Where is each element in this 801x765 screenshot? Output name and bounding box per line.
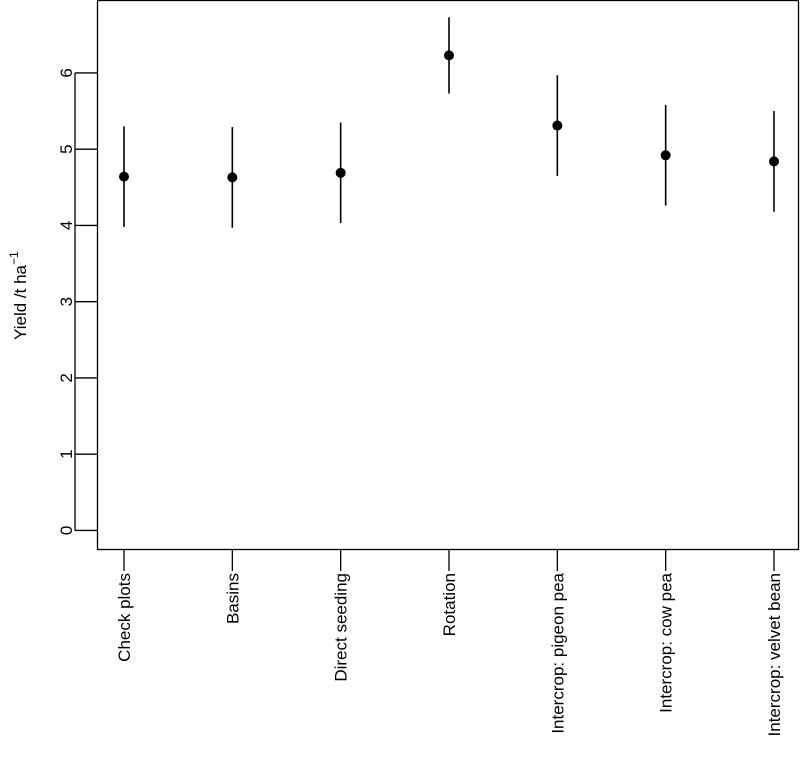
data-point	[552, 120, 563, 131]
data-point	[227, 172, 238, 183]
x-tick-label: Check plots	[115, 573, 134, 662]
x-tick-label: Intercrop: velvet bean	[765, 573, 784, 736]
data-point	[119, 171, 129, 182]
y-tick-label: 5	[57, 144, 76, 153]
y-tick-label: 1	[57, 449, 76, 458]
y-axis-label: Yield /t ha−1	[7, 251, 30, 340]
data-point	[660, 150, 671, 161]
y-tick-label: 4	[57, 221, 76, 230]
data-point	[769, 156, 779, 167]
y-tick-label: 2	[57, 373, 76, 382]
x-tick-label: Intercrop: cow pea	[657, 572, 676, 712]
x-tick-label: Basins	[223, 573, 242, 624]
y-tick-label: 0	[57, 526, 76, 535]
plot-frame	[96, 0, 800, 551]
x-tick-label: Intercrop: pigeon pea	[548, 572, 567, 733]
x-tick-label: Rotation	[440, 573, 459, 636]
data-point	[335, 167, 346, 178]
y-axis-label-text: Yield /t ha	[11, 264, 30, 340]
data-marks	[119, 17, 779, 228]
y-tick-label: 3	[57, 297, 76, 306]
x-axis: Check plots Basins Direct seeding Rotation I…	[115, 549, 784, 736]
data-point	[444, 50, 454, 61]
y-tick-label: 6	[57, 68, 76, 77]
x-tick-label: Direct seeding	[332, 573, 351, 682]
y-axis: 0 1 2 3 4 5 6	[57, 68, 98, 535]
y-axis-label-superscript: −1	[7, 251, 21, 265]
